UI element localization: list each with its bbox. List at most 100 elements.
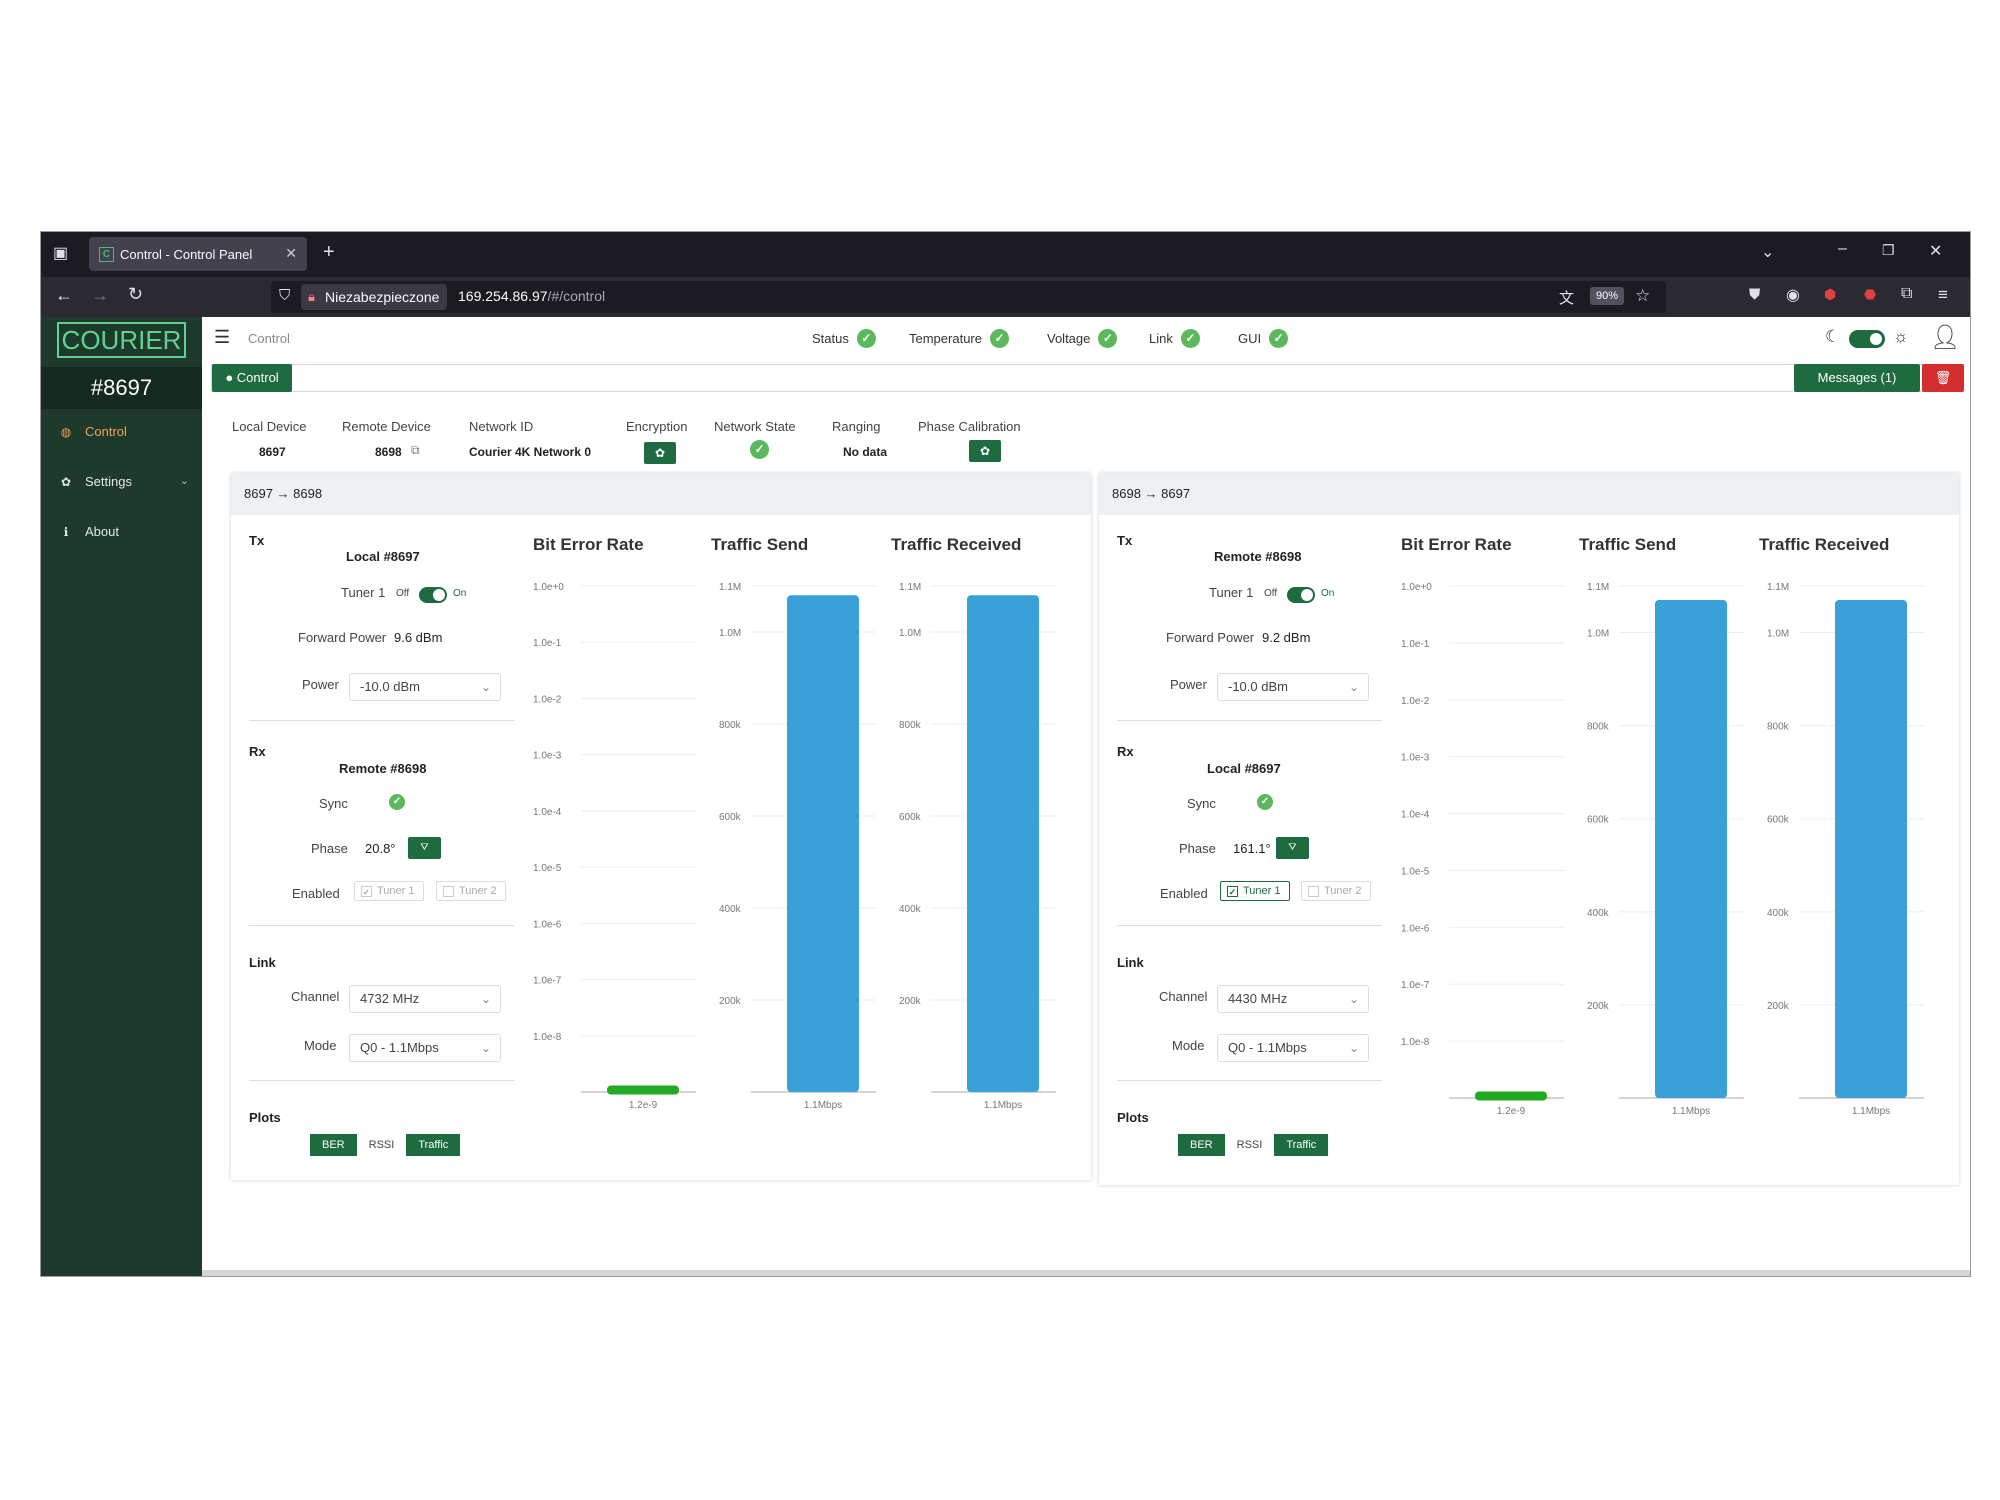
mode-select[interactable]: Q0 - 1.1Mbps ⌄	[349, 1034, 501, 1062]
phase-button[interactable]: ⛛	[1276, 837, 1309, 859]
info-header: Encryption	[626, 419, 688, 434]
tab-list-icon[interactable]: ▣	[53, 245, 69, 262]
local-device-value: 8697	[259, 445, 286, 459]
copy-icon[interactable]: ⧉	[411, 443, 420, 457]
calibrate-icon: ⛛	[1288, 842, 1297, 853]
check-icon: ✓	[1098, 329, 1118, 348]
channel-select[interactable]: 4430 MHz ⌄	[1217, 985, 1369, 1013]
tuner2-checkbox[interactable]: Tuner 2	[436, 881, 506, 901]
power-select[interactable]: -10.0 dBm ⌄	[1217, 673, 1369, 701]
chevron-down-icon: ⌄	[1348, 1041, 1359, 1055]
power-label: Power	[1170, 677, 1207, 692]
tab-close-icon[interactable]: ✕	[285, 245, 297, 261]
status-indicator-gui: GUI ✓	[1238, 329, 1289, 348]
zoom-level[interactable]: 90%	[1590, 287, 1625, 305]
hamburger-icon[interactable]: ☰	[214, 327, 231, 347]
ublock-icon[interactable]: ⬢	[1824, 286, 1837, 302]
horizontal-scrollbar[interactable]	[202, 1270, 1970, 1276]
messages-button[interactable]: Messages (1)	[1794, 364, 1920, 392]
phase-label: Phase	[311, 841, 348, 856]
tx-device: Remote #8698	[1214, 549, 1302, 564]
sidebar-item-about[interactable]: ℹ About	[59, 524, 189, 539]
chevron-down-icon: ⌄	[480, 992, 491, 1006]
tick-label: 1.1M	[719, 582, 741, 593]
checkbox-icon	[1308, 886, 1319, 897]
tick-label: 400k	[1767, 908, 1790, 919]
calibrate-icon: ⛛	[420, 842, 429, 853]
browser-tab-bar: ▣ C Control - Control Panel ✕ + ⌄ – ❐ ✕	[41, 232, 1970, 277]
delete-button[interactable]: 🗑︎	[1922, 364, 1964, 392]
sidebar-item-control[interactable]: ◍ Control	[59, 424, 189, 439]
insecure-label: Niezabezpieczone	[325, 289, 440, 305]
on-label: On	[1321, 588, 1335, 599]
sidebar-item-settings[interactable]: ✿ Settings ⌄	[59, 474, 189, 489]
chart-recv: 1.1M 1.0M 800k 600k 400k 200k 1.1Mbps	[1767, 582, 1924, 1117]
off-label: Off	[396, 588, 410, 599]
menu-icon[interactable]: ≡	[1938, 285, 1948, 304]
url-bar[interactable]: ⛉ 🔒︎ Niezabezpieczone 169.254.86.97/#/co…	[271, 281, 1666, 313]
phase-label: Phase	[1179, 841, 1216, 856]
sync-check-icon: ✓	[1257, 794, 1273, 810]
tuner-toggle[interactable]	[1287, 587, 1315, 603]
tick-label: 1.0e-7	[533, 976, 562, 987]
tuner2-checkbox[interactable]: Tuner 2	[1301, 881, 1371, 901]
star-icon[interactable]: ☆	[1635, 286, 1651, 305]
mode-select[interactable]: Q0 - 1.1Mbps ⌄	[1217, 1034, 1369, 1062]
close-window-icon[interactable]: ✕	[1929, 243, 1943, 260]
browser-tab[interactable]: C Control - Control Panel ✕	[89, 237, 307, 271]
extensions-icon[interactable]: ⧉	[1901, 285, 1913, 302]
link-panel-local-to-remote: 8697 → 8698 Tx Local #8697 Tuner 1 Off On Forw…	[231, 473, 1091, 1180]
shield-icon[interactable]: ⛉	[279, 287, 291, 304]
sidebar-item-label: About	[85, 524, 119, 539]
mode-label: Mode	[1172, 1038, 1205, 1053]
tx-device: Local #8697	[346, 549, 420, 564]
pocket-icon[interactable]: ⛊	[1749, 286, 1761, 303]
minimize-icon[interactable]: –	[1838, 240, 1847, 257]
phase-value: 20.8°	[365, 841, 396, 856]
tuner1-checkbox[interactable]: ✓ Tuner 1	[354, 881, 424, 901]
power-select[interactable]: -10.0 dBm ⌄	[349, 673, 501, 701]
new-tab-icon[interactable]: +	[323, 241, 335, 263]
plot-button-ber[interactable]: BER	[310, 1134, 357, 1156]
phase-button[interactable]: ⛛	[408, 837, 441, 859]
plot-button-rssi[interactable]: RSSI	[1224, 1134, 1275, 1156]
tuner-toggle[interactable]	[419, 587, 447, 603]
encryption-button[interactable]: ✿	[644, 442, 676, 464]
phase-calibration-button[interactable]: ✿	[969, 440, 1001, 462]
restore-icon[interactable]: ❐	[1882, 242, 1895, 258]
tuner1-checkbox[interactable]: ✓ Tuner 1	[1220, 881, 1290, 901]
plot-button-traffic[interactable]: Traffic	[406, 1134, 461, 1156]
plots-label: Plots	[249, 1110, 281, 1125]
phase-value: 161.1°	[1233, 841, 1271, 856]
chevron-down-icon[interactable]: ⌄	[1761, 244, 1775, 261]
theme-toggle[interactable]	[1849, 330, 1885, 348]
value-label: 1.1Mbps	[1672, 1106, 1710, 1117]
extension-lock-icon[interactable]: ⬣	[1864, 286, 1877, 302]
divider	[1117, 925, 1382, 926]
url-text[interactable]: 169.254.86.97/#/control	[458, 288, 605, 304]
sync-check-icon: ✓	[389, 794, 405, 810]
forward-icon[interactable]: →	[91, 285, 109, 305]
panel-title: 8697 → 8698	[231, 473, 1091, 515]
favicon-icon: C	[99, 246, 114, 262]
chart-send: 1.1M 1.0M 800k 600k 400k 200k 1.1Mbps	[1587, 582, 1744, 1117]
plots-label: Plots	[1117, 1110, 1149, 1125]
account-icon[interactable]: ◉	[1786, 287, 1800, 304]
status-indicator-temperature: Temperature ✓	[909, 329, 1009, 348]
control-tab[interactable]: ● Control	[212, 364, 292, 392]
plot-button-rssi[interactable]: RSSI	[356, 1134, 407, 1156]
plot-button-ber[interactable]: BER	[1178, 1134, 1225, 1156]
tick-label: 200k	[1767, 1001, 1790, 1012]
back-icon[interactable]: ←	[55, 285, 73, 305]
tick-label: 1.0e-1	[1401, 639, 1430, 650]
insecure-badge[interactable]: 🔒︎ Niezabezpieczone	[301, 284, 448, 310]
channel-select[interactable]: 4732 MHz ⌄	[349, 985, 501, 1013]
user-icon[interactable]: 👤︎	[1930, 324, 1961, 351]
chevron-down-icon: ⌄	[179, 475, 189, 487]
translate-icon[interactable]: 文	[1559, 290, 1575, 307]
plot-button-traffic[interactable]: Traffic	[1274, 1134, 1329, 1156]
reload-icon[interactable]: ↻	[128, 284, 144, 304]
rx-device: Remote #8698	[339, 761, 427, 776]
browser-nav-bar: ← → ↻ ⛉ 🔒︎ Niezabezpieczone 169.254.86.9…	[41, 277, 1970, 317]
tick-label: 1.1M	[1587, 582, 1609, 593]
